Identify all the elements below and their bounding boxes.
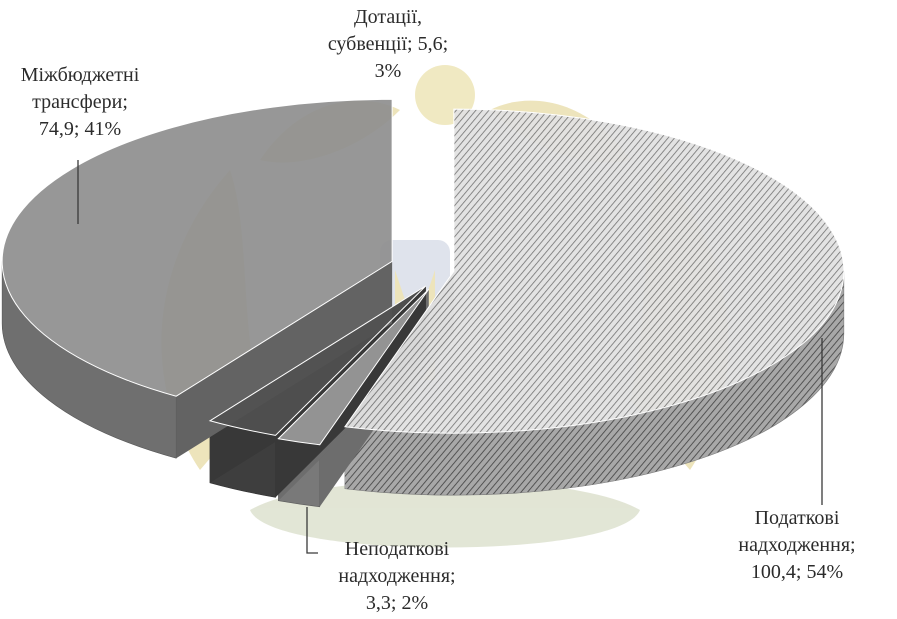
slice-nepodatkovi (277, 288, 430, 446)
data-label-dotatsii: Дотації, субвенції; 5,6; 3% (327, 6, 449, 82)
data-label-nepodatkovi: Неподаткові надходження; 3,3; 2% (338, 538, 456, 614)
slice-mizhbiudzhetni (1, 98, 393, 397)
slice-dotatsii (208, 285, 427, 436)
leader-lines (77, 160, 823, 554)
data-label-podatkovi: Податкові надходження; 100,4; 54% (738, 507, 856, 583)
data-label-mizhbiudzhetni: Міжбюджетні трансфери; 74,9; 41% (20, 64, 140, 140)
leader-line-nepodatkovi (306, 507, 318, 554)
slice-podatkovi (344, 108, 845, 434)
